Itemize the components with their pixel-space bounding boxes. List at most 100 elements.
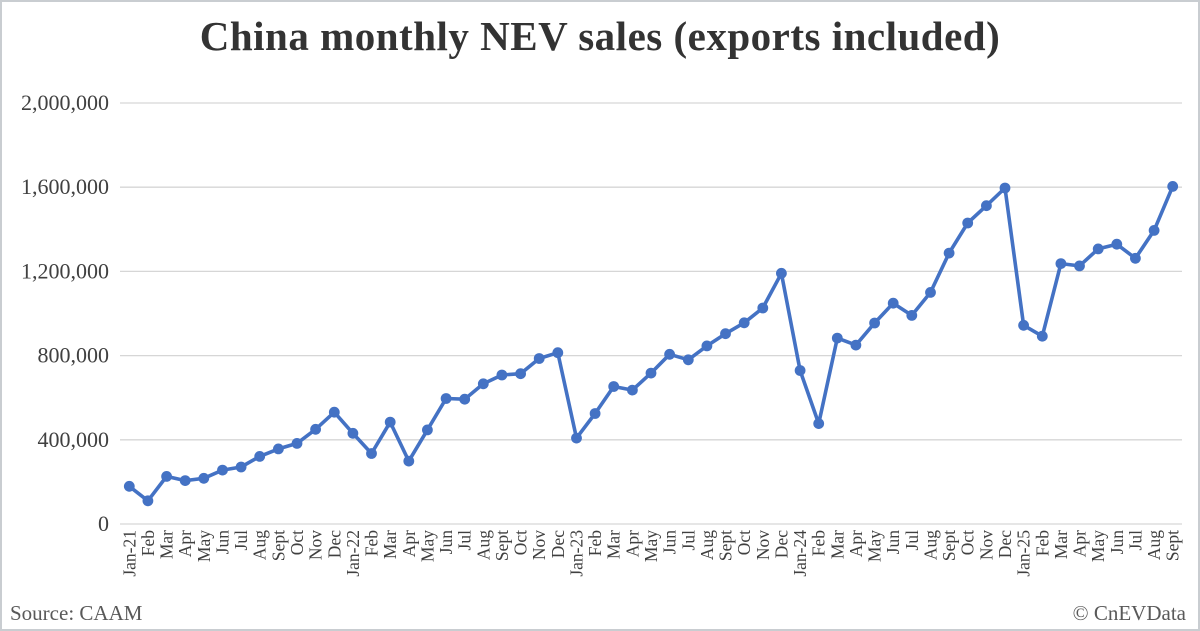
data-point-marker — [366, 448, 377, 459]
data-point-marker — [589, 408, 601, 419]
x-axis-tick-label: Mar — [157, 530, 177, 559]
data-point-marker — [1055, 258, 1067, 269]
y-axis-tick-label: 400,000 — [38, 427, 110, 452]
source-label: Source: CAAM — [10, 601, 143, 625]
x-axis-tick-label: Jan-23 — [566, 530, 586, 577]
data-point-marker — [440, 393, 452, 404]
data-point-marker — [664, 348, 675, 360]
x-axis-tick-label: Mar — [827, 530, 847, 559]
data-point-marker — [459, 393, 471, 405]
data-point-marker — [1018, 319, 1029, 331]
data-point-marker — [757, 302, 769, 314]
data-point-marker — [179, 475, 191, 486]
data-point-marker — [123, 480, 135, 492]
x-axis-tick-label: Feb — [585, 530, 605, 557]
data-point-marker — [627, 384, 638, 396]
x-axis-tick-label: Feb — [138, 530, 158, 557]
x-axis-tick-label: Aug — [1144, 530, 1164, 560]
data-point-marker — [217, 464, 228, 476]
data-point-marker — [887, 297, 899, 309]
x-axis-tick-label: Jul — [1125, 530, 1145, 551]
x-axis-tick-label: Apr — [622, 530, 642, 557]
data-point-marker — [1167, 181, 1179, 192]
x-axis-tick-label: Sept — [716, 530, 736, 561]
data-point-marker — [1148, 225, 1160, 236]
data-point-marker — [943, 247, 955, 259]
credit-label: © CnEVData — [1072, 601, 1186, 625]
x-axis-tick-label: Sept — [492, 530, 512, 561]
data-point-marker — [925, 287, 936, 298]
x-axis-tick-label: Aug — [920, 530, 940, 560]
data-point-marker — [1111, 238, 1123, 250]
data-point-marker — [291, 438, 303, 449]
data-point-marker — [477, 378, 489, 390]
data-point-marker — [701, 340, 713, 352]
x-axis-tick-label: Mar — [380, 530, 400, 559]
y-axis-tick-label: 1,600,000 — [21, 174, 109, 199]
sales-series-line — [127, 184, 1175, 503]
data-point-marker — [384, 416, 396, 428]
x-axis-tick-label: Jan-22 — [343, 530, 363, 577]
data-point-marker — [906, 310, 918, 321]
x-axis-tick-label: May — [417, 530, 437, 562]
x-axis-tick-label: Nov — [529, 530, 549, 560]
x-axis-tick-label: Dec — [995, 530, 1015, 558]
x-axis-tick-label: Jun — [660, 530, 680, 555]
data-point-marker — [142, 495, 154, 507]
data-point-marker — [794, 365, 806, 376]
x-axis-tick-label: Oct — [734, 530, 754, 555]
x-axis-tick-label: Sept — [939, 530, 959, 561]
x-axis-tick-label: Mar — [604, 530, 624, 559]
x-axis-tick-label: Feb — [362, 530, 382, 557]
x-axis-tick-label: May — [865, 530, 885, 562]
x-axis-tick-label: Dec — [548, 530, 568, 558]
x-axis-tick-label: Apr — [1070, 530, 1090, 557]
x-axis-tick-label: Apr — [846, 530, 866, 557]
data-point-marker — [515, 368, 526, 380]
x-axis-tick-label: Mar — [1051, 530, 1071, 559]
data-point-marker — [1036, 330, 1048, 342]
x-axis-tick-label: Oct — [958, 530, 978, 555]
data-point-marker — [850, 339, 862, 351]
data-point-marker — [831, 332, 843, 344]
data-point-marker — [1130, 252, 1141, 264]
data-point-marker — [720, 328, 731, 340]
x-axis-tick-label: Feb — [1032, 530, 1052, 557]
data-point-marker — [552, 347, 564, 359]
x-axis-tick-label: May — [194, 530, 214, 562]
x-axis-tick-label: Aug — [473, 530, 493, 560]
x-axis-tick-label: Nov — [306, 530, 326, 560]
data-point-marker — [776, 267, 787, 279]
data-point-marker — [422, 424, 433, 436]
data-point-marker — [1074, 260, 1085, 272]
x-axis-tick-label: Sept — [1163, 530, 1183, 561]
data-point-marker — [254, 451, 266, 462]
x-axis-tick-label: Jan-24 — [790, 530, 810, 577]
data-point-marker — [403, 455, 415, 467]
data-point-marker — [981, 200, 992, 212]
data-point-marker — [496, 369, 508, 381]
data-point-marker — [571, 432, 582, 444]
data-point-marker — [273, 443, 284, 455]
x-axis-tick-label: Jun — [883, 530, 903, 555]
data-point-marker — [813, 418, 825, 429]
x-axis-tick-label: Jul — [902, 530, 922, 551]
x-axis-tick-label: Jun — [212, 530, 232, 555]
x-axis-tick-label: Apr — [399, 530, 419, 557]
x-axis-tick-label: May — [1088, 530, 1108, 562]
x-axis-tick-label: Jan-21 — [119, 530, 139, 577]
data-point-marker — [198, 472, 210, 484]
data-point-marker — [310, 423, 321, 435]
x-axis-tick-label: Nov — [753, 530, 773, 560]
x-axis-tick-label: Feb — [809, 530, 829, 557]
data-point-marker — [682, 354, 694, 366]
data-point-marker — [608, 381, 620, 392]
x-axis-tick-label: Nov — [976, 530, 996, 560]
data-point-marker — [161, 471, 173, 482]
x-axis-tick-label: May — [641, 530, 661, 562]
data-point-marker — [645, 367, 657, 379]
x-axis-tick-label: Jul — [455, 530, 475, 551]
data-point-marker — [328, 406, 340, 418]
